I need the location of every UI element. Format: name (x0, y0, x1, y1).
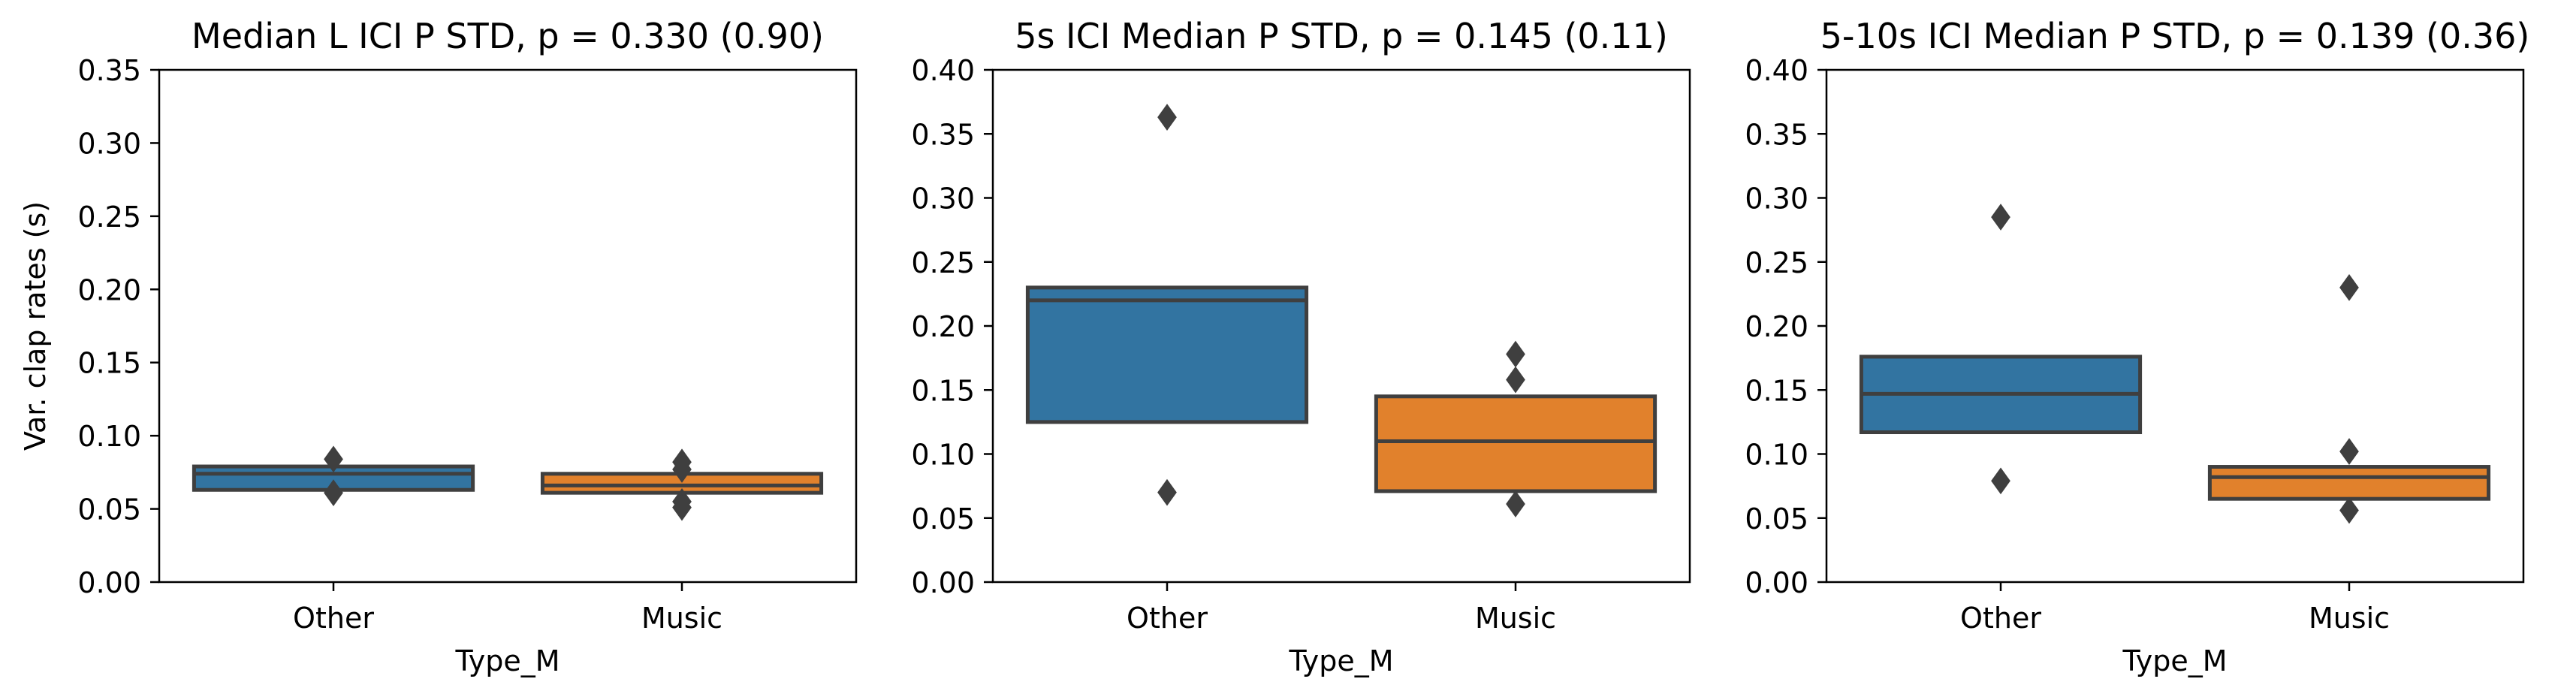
y-tick-label: 0.10 (1745, 439, 1808, 472)
box-other (192, 445, 475, 506)
y-tick-label: 0.30 (911, 183, 975, 216)
outlier-point (1506, 490, 1525, 517)
y-tick-label: 0.05 (1745, 502, 1808, 536)
y-tick-label: 0.15 (77, 347, 141, 380)
outlier-point (1991, 204, 2010, 231)
y-tick-label: 0.35 (77, 54, 141, 87)
x-tick-label: Music (641, 602, 722, 635)
y-tick-label: 0.00 (1745, 566, 1808, 599)
y-tick-label: 0.25 (1745, 246, 1808, 279)
box-music (540, 448, 824, 521)
outlier-point (1991, 467, 2010, 495)
y-tick-label: 0.10 (911, 439, 975, 472)
y-tick-label: 0.40 (911, 54, 975, 87)
y-tick-label: 0.05 (911, 502, 975, 536)
box-body (2207, 465, 2491, 501)
box-music (2207, 273, 2491, 524)
y-tick-label: 0.35 (911, 118, 975, 151)
outlier-point (2339, 273, 2359, 301)
y-tick-label: 0.15 (911, 374, 975, 407)
chart-panel-2: 5s ICI Median P STD, p = 0.145 (0.11) 0.0… (911, 16, 1691, 677)
axes-frame (1825, 68, 2525, 584)
y-tick-label: 0.35 (1745, 118, 1808, 151)
x-axis-label: Type_M (2122, 644, 2227, 677)
x-tick-label: Other (293, 602, 374, 635)
box-music (1374, 340, 1658, 517)
box-body (1025, 285, 1309, 424)
outlier-point (2339, 438, 2359, 465)
outlier-point (2339, 496, 2359, 524)
x-tick-label: Music (2309, 602, 2390, 635)
y-tick-label: 0.00 (911, 566, 975, 599)
y-tick-label: 0.20 (77, 273, 141, 306)
chart-title: 5s ICI Median P STD, p = 0.145 (0.11) (1015, 16, 1668, 56)
outlier-point (1506, 340, 1525, 368)
outlier-point (1506, 366, 1525, 394)
x-axis-label: Type_M (1288, 644, 1393, 677)
x-tick-label: Music (1475, 602, 1556, 635)
y-tick-label: 0.05 (77, 493, 141, 527)
outlier-point (324, 445, 343, 473)
outlier-point (324, 479, 343, 506)
chart-panel-1: Median L ICI P STD, p = 0.330 (0.90) 0.00… (19, 16, 858, 677)
y-tick-label: 0.25 (911, 246, 975, 279)
y-tick-label: 0.10 (77, 420, 141, 453)
y-tick-label: 0.30 (1745, 183, 1808, 216)
outlier-point (672, 456, 692, 483)
y-tick-label: 0.25 (77, 201, 141, 234)
chart-panel-3: 5-10s ICI Median P STD, p = 0.139 (0.36)… (1745, 16, 2529, 677)
y-tick-label: 0.00 (77, 566, 141, 599)
outlier-point (1157, 104, 1177, 131)
y-tick-label: 0.40 (1745, 54, 1808, 87)
box-body (1374, 394, 1658, 493)
x-axis-label: Type_M (454, 644, 560, 677)
x-tick-label: Other (1960, 602, 2041, 635)
x-tick-label: Other (1127, 602, 1208, 635)
box-other (1859, 204, 2143, 495)
y-tick-label: 0.30 (77, 127, 141, 160)
outlier-point (672, 493, 692, 521)
y-tick-label: 0.15 (1745, 374, 1808, 407)
y-tick-label: 0.20 (1745, 310, 1808, 343)
axes-frame (158, 68, 858, 584)
chart-title: 5-10s ICI Median P STD, p = 0.139 (0.36) (1820, 16, 2530, 56)
y-tick-label: 0.20 (911, 310, 975, 343)
chart-title: Median L ICI P STD, p = 0.330 (0.90) (192, 16, 824, 56)
y-axis-label: Var. clap rates (s) (19, 201, 52, 451)
box-other (1025, 104, 1309, 506)
outlier-point (1157, 478, 1177, 506)
